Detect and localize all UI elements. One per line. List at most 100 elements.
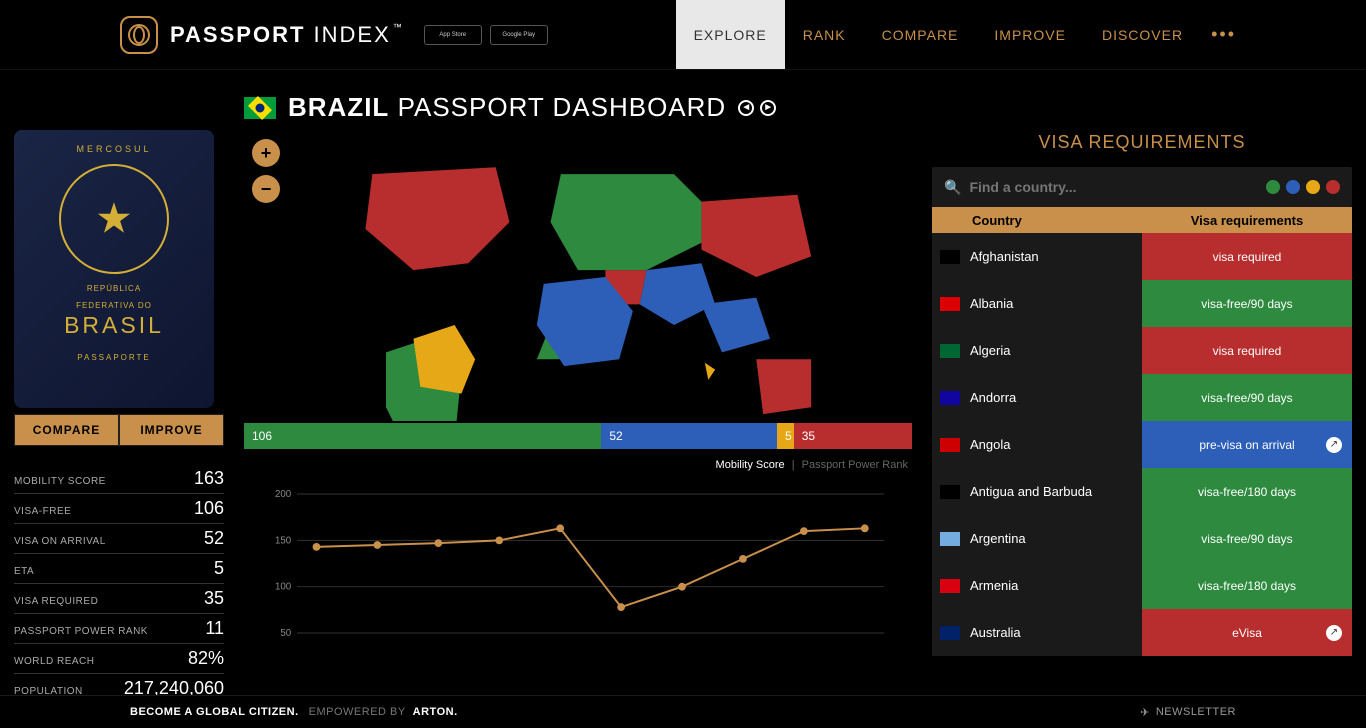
zoom-out-button[interactable]: − <box>252 175 280 203</box>
svg-text:150: 150 <box>275 535 292 546</box>
country-flag-icon <box>940 438 960 452</box>
stat-row: ETA5 <box>14 554 224 584</box>
stat-label: ETA <box>14 566 34 577</box>
visa-segment[interactable]: 52 <box>601 423 777 449</box>
visa-row[interactable]: Afghanistanvisa required <box>932 233 1352 280</box>
nav-item-discover[interactable]: DISCOVER <box>1084 0 1201 69</box>
nav: EXPLORERANKCOMPAREIMPROVEDISCOVER••• <box>676 0 1246 69</box>
visa-requirement: visa-free/90 days <box>1142 374 1352 421</box>
country-flag-icon <box>940 485 960 499</box>
filter-dots <box>1266 180 1340 194</box>
world-map[interactable]: + − <box>244 133 912 421</box>
country-name: Australia <box>970 625 1142 640</box>
world-map-svg <box>244 133 912 421</box>
paper-plane-icon: ✈ <box>1140 706 1150 719</box>
footer-global-citizen[interactable]: BECOME A GLOBAL CITIZEN. <box>130 706 299 718</box>
country-search-row: 🔍 <box>932 167 1352 207</box>
country-flag-icon <box>244 97 276 119</box>
stat-label: WORLD REACH <box>14 656 95 667</box>
stat-row: VISA-FREE 106 <box>14 494 224 524</box>
store-badges: App Store Google Play <box>424 25 548 45</box>
compare-button[interactable]: COMPARE <box>14 414 119 446</box>
nav-item-improve[interactable]: IMPROVE <box>976 0 1084 69</box>
country-search-input[interactable] <box>969 179 1266 195</box>
country-flag-icon <box>940 250 960 264</box>
visa-row[interactable]: Armeniavisa-free/180 days <box>932 562 1352 609</box>
visa-segment[interactable]: 35 <box>794 423 912 449</box>
filter-dot[interactable] <box>1286 180 1300 194</box>
visa-segment[interactable]: 5 <box>777 423 794 449</box>
stat-label: VISA-FREE <box>14 506 71 517</box>
country-flag-icon <box>940 626 960 640</box>
improve-button[interactable]: IMPROVE <box>119 414 224 446</box>
visa-requirement: visa required <box>1142 327 1352 374</box>
filter-dot[interactable] <box>1266 180 1280 194</box>
passport-country-name: BRASIL <box>28 312 200 339</box>
filter-dot[interactable] <box>1306 180 1320 194</box>
visa-row[interactable]: Andorravisa-free/90 days <box>932 374 1352 421</box>
country-name: Albania <box>970 296 1142 311</box>
visa-row[interactable]: Antigua and Barbudavisa-free/180 days <box>932 468 1352 515</box>
next-country-button[interactable]: ► <box>760 100 776 116</box>
visa-requirement: eVisa↗ <box>1142 609 1352 656</box>
country-name: Angola <box>970 437 1142 452</box>
visa-requirement: visa required <box>1142 233 1352 280</box>
nav-item-rank[interactable]: RANK <box>785 0 864 69</box>
external-link-icon[interactable]: ↗ <box>1326 437 1342 453</box>
stat-value: 52 <box>204 528 224 549</box>
stat-label: VISA ON ARRIVAL <box>14 536 106 547</box>
visa-breakdown-bar: 10652535 <box>244 423 912 449</box>
country-name: Armenia <box>970 578 1142 593</box>
zoom-in-button[interactable]: + <box>252 139 280 167</box>
stat-value: 35 <box>204 588 224 609</box>
chart-mobility-label[interactable]: Mobility Score <box>716 459 785 471</box>
external-link-icon[interactable]: ↗ <box>1326 625 1342 641</box>
google-play-badge[interactable]: Google Play <box>490 25 548 45</box>
visa-row[interactable]: Argentinavisa-free/90 days <box>932 515 1352 562</box>
passport-federativa: FEDERATIVA DO <box>28 301 200 310</box>
stat-value: 82% <box>188 648 224 669</box>
svg-text:100: 100 <box>275 582 292 593</box>
visa-row[interactable]: Albaniavisa-free/90 days <box>932 280 1352 327</box>
country-flag-icon <box>940 391 960 405</box>
page-title: BRAZIL PASSPORT DASHBOARD <box>288 92 726 123</box>
passport-seal-icon <box>59 164 169 274</box>
stat-row: VISA REQUIRED35 <box>14 584 224 614</box>
passport-cover[interactable]: MERCOSUL REPÚBLICA FEDERATIVA DO BRASIL … <box>14 130 214 408</box>
stat-row: WORLD REACH 82% <box>14 644 224 674</box>
passport-mercosul: MERCOSUL <box>28 144 200 154</box>
stat-value: 106 <box>194 498 224 519</box>
stat-row: VISA ON ARRIVAL 52 <box>14 524 224 554</box>
nav-item-explore[interactable]: EXPLORE <box>676 0 785 69</box>
visa-table-body[interactable]: Afghanistanvisa requiredAlbaniavisa-free… <box>932 233 1352 656</box>
app-store-badge[interactable]: App Store <box>424 25 482 45</box>
visa-requirements-panel: VISA REQUIREMENTS 🔍 Country Visa require… <box>932 92 1352 695</box>
sidebar: MERCOSUL REPÚBLICA FEDERATIVA DO BRASIL … <box>14 92 224 695</box>
passport-passaporte: PASSAPORTE <box>28 353 200 362</box>
th-requirement: Visa requirements <box>1142 213 1352 228</box>
stats-panel: MOBILITY SCORE163 VISA-FREE 106 VISA ON ARR… <box>14 464 224 704</box>
country-flag-icon <box>940 532 960 546</box>
newsletter-link[interactable]: ✈ NEWSLETTER <box>1140 706 1236 719</box>
nav-more-button[interactable]: ••• <box>1201 24 1246 45</box>
visa-row[interactable]: AustraliaeVisa↗ <box>932 609 1352 656</box>
country-flag-icon <box>940 579 960 593</box>
mobility-line-chart: 50100150200 <box>244 477 912 652</box>
prev-country-button[interactable]: ◄ <box>738 100 754 116</box>
visa-requirements-title: VISA REQUIREMENTS <box>932 132 1352 153</box>
search-icon: 🔍 <box>944 179 961 196</box>
logo[interactable]: PASSPORT INDEX™ <box>120 16 404 54</box>
filter-dot[interactable] <box>1326 180 1340 194</box>
visa-requirement: visa-free/180 days <box>1142 562 1352 609</box>
country-flag-icon <box>940 297 960 311</box>
stat-row: MOBILITY SCORE163 <box>14 464 224 494</box>
chart-ppr-label[interactable]: Passport Power Rank <box>802 459 908 471</box>
stat-value: 11 <box>205 618 224 639</box>
brand-text: PASSPORT INDEX™ <box>170 22 404 48</box>
visa-row[interactable]: Algeriavisa required <box>932 327 1352 374</box>
header: PASSPORT INDEX™ App Store Google Play EX… <box>0 0 1366 70</box>
visa-row[interactable]: Angolapre-visa on arrival↗ <box>932 421 1352 468</box>
visa-segment[interactable]: 106 <box>244 423 601 449</box>
nav-item-compare[interactable]: COMPARE <box>864 0 977 69</box>
footer-empowered: EMPOWERED BY ARTON. <box>309 706 458 718</box>
